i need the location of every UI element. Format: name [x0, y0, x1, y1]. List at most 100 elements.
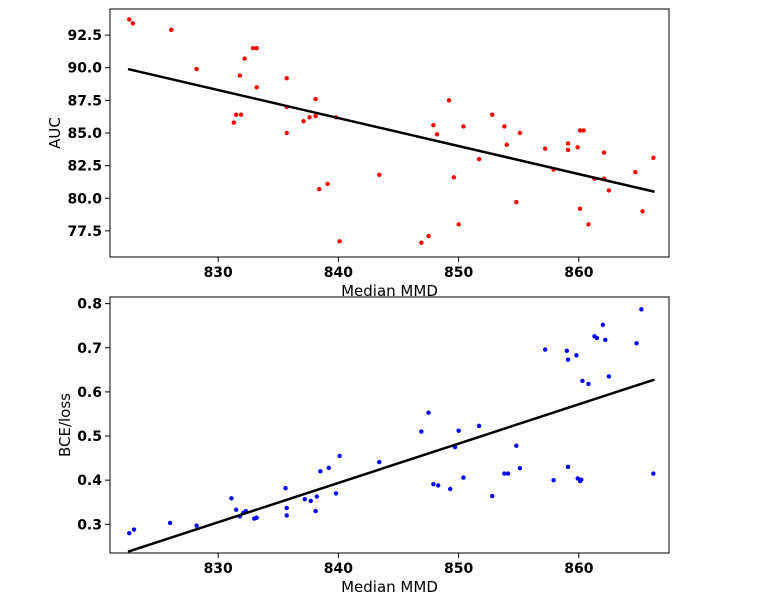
chart-0-data-point-33: [490, 112, 495, 117]
chart-0-data-point-29: [451, 175, 457, 180]
chart-0-data-point-46: [586, 222, 591, 227]
chart-1-data-point-14: [302, 496, 307, 502]
chart-0-data-point-2: [169, 27, 174, 33]
chart-0-y-tick-label-3: 85.0: [67, 126, 102, 142]
chart-1-data-point-46: [580, 378, 585, 384]
chart-1-data-point-29: [456, 428, 461, 433]
chart-1-data-point-54: [639, 307, 644, 312]
chart-1-data-point-47: [586, 381, 591, 387]
chart-0-data-point-22: [337, 239, 342, 244]
chart-0-data-point-12: [284, 75, 289, 81]
chart-1-y-tick-label-5: 0.8: [77, 297, 102, 313]
chart-1-data-point-25: [431, 481, 436, 487]
chart-1-regression-line: [127, 378, 655, 553]
chart-0-data-point-15: [301, 119, 306, 124]
chart-0-data-point-53: [651, 155, 656, 160]
chart-0-data-point-19: [316, 186, 322, 192]
chart-1-y-tick-label-0: 0.3: [77, 517, 102, 533]
chart-0-data-point-41: [565, 147, 571, 153]
chart-1-data-point-42: [574, 353, 579, 358]
chart-0-data-point-40: [565, 141, 571, 146]
chart-0-data-point-10: [254, 45, 259, 51]
chart-0-y-tick-label-2: 82.5: [67, 159, 102, 175]
chart-1-data-point-3: [194, 523, 199, 528]
chart-0-data-point-42: [575, 145, 580, 150]
chart-1-data-point-41: [565, 464, 571, 470]
chart-1-data-point-31: [476, 423, 482, 429]
chart-0-y-tick-label-1: 80.0: [67, 191, 102, 207]
chart-1-data-point-53: [634, 341, 639, 346]
chart-0-data-point-20: [325, 181, 330, 187]
chart-1-data-point-22: [377, 459, 382, 465]
chart-1-data-point-49: [594, 335, 600, 341]
chart-1-y-tick-label-1: 0.4: [77, 473, 102, 489]
chart-1-data-point-50: [600, 322, 606, 328]
chart-1-data-point-10: [254, 515, 259, 520]
chart-1-data-point-15: [308, 498, 313, 504]
chart-0-x-tick-label-2: 850: [444, 265, 473, 281]
chart-1-data-point-13: [284, 513, 289, 518]
chart-1-data-point-39: [564, 348, 570, 354]
chart-0-data-point-1: [130, 21, 136, 26]
chart-1-x-tick-label-1: 840: [324, 561, 353, 577]
chart-1-axes-frame: [109, 296, 670, 554]
chart-1-data-point-17: [314, 494, 319, 499]
chart-0-data-point-32: [476, 156, 482, 162]
chart-1-y-tick-label-2: 0.5: [77, 429, 102, 445]
chart-1-data-point-45: [579, 477, 584, 482]
chart-1-data-point-16: [313, 508, 318, 514]
chart-0-y-tick-label-5: 90.0: [67, 61, 102, 77]
chart-0-data-point-30: [456, 222, 461, 227]
chart-1-data-point-26: [435, 483, 441, 488]
chart-0-data-point-31: [461, 124, 466, 129]
chart-1-data-point-35: [514, 443, 519, 448]
chart-0-y-tick-label-4: 87.5: [67, 93, 102, 109]
chart-1-data-point-33: [502, 471, 507, 476]
chart-0-data-point-25: [426, 233, 431, 239]
chart-1-y-axis-label: BCE/loss: [56, 393, 74, 457]
chart-1-y-tick-label-3: 0.6: [77, 385, 102, 401]
chart-0-data-point-11: [254, 85, 259, 90]
chart-0-x-axis-label: Median MMD: [341, 282, 438, 300]
chart-0-x-tick-label-0: 830: [204, 265, 233, 281]
chart-1-data-point-11: [283, 485, 288, 491]
chart-0-y-axis-label: AUC: [46, 117, 64, 149]
chart-0-data-point-7: [237, 73, 243, 78]
chart-0-data-point-17: [313, 96, 318, 102]
chart-1-data-point-2: [167, 520, 173, 526]
chart-1-x-tick-label-0: 830: [204, 561, 233, 577]
chart-0-data-point-3: [194, 66, 199, 72]
chart-1-data-point-38: [551, 477, 556, 483]
chart-1-data-point-1: [131, 527, 137, 532]
chart-0-data-point-38: [542, 146, 548, 151]
chart-1-data-point-24: [426, 410, 431, 415]
chart-1-data-point-30: [461, 475, 466, 480]
chart-0-data-point-43: [577, 128, 583, 133]
chart-1-data-point-51: [603, 337, 608, 343]
chart-0-data-point-6: [238, 112, 244, 117]
chart-1-data-point-37: [542, 347, 548, 352]
chart-0-data-point-34: [502, 124, 507, 129]
chart-0-data-point-51: [633, 169, 638, 175]
chart-1-x-axis-label: Median MMD: [341, 578, 438, 596]
chart-1-data-point-40: [565, 357, 571, 362]
chart-0-data-point-18: [313, 113, 318, 119]
chart-0-data-point-5: [234, 112, 239, 117]
chart-1-data-point-55: [651, 471, 656, 476]
chart-1-data-point-4: [229, 496, 234, 501]
chart-1-data-point-12: [284, 505, 289, 511]
bce-loss-scatter-panel: 830 840 850 860 0.3 0.4 0.5 0.6 0.7 0.8 Median MMD…: [56, 296, 670, 596]
chart-1-data-point-23: [419, 429, 424, 434]
chart-1-x-tick-label-2: 850: [444, 561, 473, 577]
chart-0-data-point-50: [606, 188, 612, 193]
chart-0-y-tick-label-6: 92.5: [67, 28, 102, 44]
chart-0-data-point-4: [231, 120, 237, 125]
chart-1-data-point-5: [234, 507, 239, 512]
chart-0-data-point-14: [284, 130, 289, 136]
chart-0-x-tick-label-1: 840: [324, 265, 353, 281]
chart-0-axes-frame: [109, 8, 670, 258]
chart-1-x-tick-label-3: 860: [564, 561, 593, 577]
chart-0-data-point-27: [434, 132, 440, 137]
chart-1-data-point-18: [318, 469, 323, 474]
